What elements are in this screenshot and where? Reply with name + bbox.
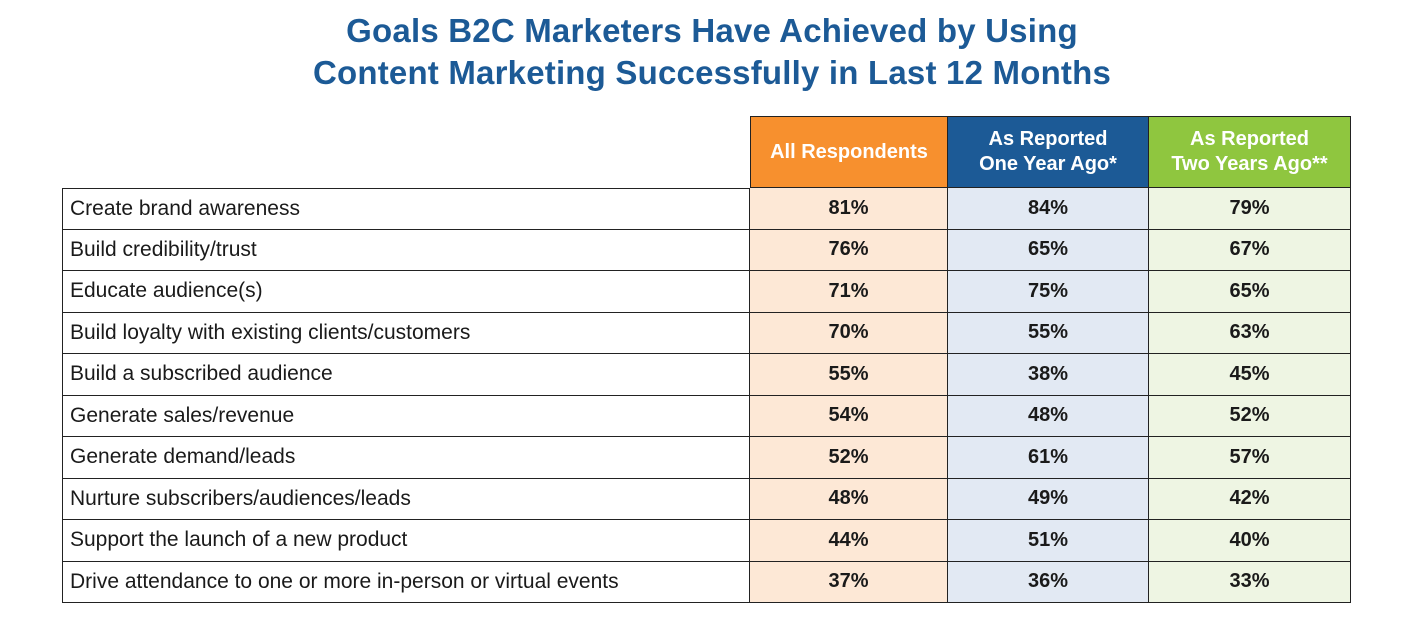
value-cell-r1-c1: 81% [750, 188, 948, 230]
value-cell-r5-c3: 45% [1149, 354, 1351, 396]
column-header-1: All Respondents [750, 116, 948, 188]
row-label-build-credibility-trust: Build credibility/trust [62, 229, 750, 271]
table-corner-blank [62, 116, 750, 188]
value-cell-r2-c3: 67% [1149, 229, 1351, 271]
value-cell-r9-c3: 40% [1149, 520, 1351, 562]
value-cell-r8-c1: 48% [750, 478, 948, 520]
chart-title-line-1: Goals B2C Marketers Have Achieved by Usi… [346, 12, 1078, 49]
column-header-3: As Reported Two Years Ago** [1149, 116, 1351, 188]
row-label-educate-audience-s: Educate audience(s) [62, 271, 750, 313]
value-cell-r9-c1: 44% [750, 520, 948, 562]
column-header-2: As Reported One Year Ago* [948, 116, 1149, 188]
column-header-3-line-1: As Reported [1190, 128, 1309, 150]
chart-title: Goals B2C Marketers Have Achieved by Usi… [0, 10, 1424, 94]
value-cell-r4-c3: 63% [1149, 312, 1351, 354]
value-cell-r8-c2: 49% [948, 478, 1149, 520]
value-cell-r6-c3: 52% [1149, 395, 1351, 437]
value-cell-r5-c2: 38% [948, 354, 1149, 396]
value-cell-r2-c1: 76% [750, 229, 948, 271]
value-cell-r7-c3: 57% [1149, 437, 1351, 479]
column-header-2-line-2: One Year Ago* [979, 153, 1117, 175]
column-header-2-line-1: As Reported [988, 128, 1108, 150]
value-cell-r10-c2: 36% [948, 561, 1149, 603]
value-cell-r1-c3: 79% [1149, 188, 1351, 230]
value-cell-r2-c2: 65% [948, 229, 1149, 271]
chart-title-line-2: Content Marketing Successfully in Last 1… [312, 54, 1112, 91]
value-cell-r10-c3: 33% [1149, 561, 1351, 603]
row-label-nurture-subscribers-audiences-leads: Nurture subscribers/audiences/leads [62, 478, 750, 520]
value-cell-r3-c2: 75% [948, 271, 1149, 313]
row-label-build-loyalty-with-existing-clients-customers: Build loyalty with existing clients/cust… [62, 312, 750, 354]
value-cell-r3-c1: 71% [750, 271, 948, 313]
value-cell-r7-c1: 52% [750, 437, 948, 479]
value-cell-r3-c3: 65% [1149, 271, 1351, 313]
value-cell-r9-c2: 51% [948, 520, 1149, 562]
column-header-1-line-1: All Respondents [770, 140, 928, 163]
value-cell-r1-c2: 84% [948, 188, 1149, 230]
value-cell-r10-c1: 37% [750, 561, 948, 603]
row-label-generate-demand-leads: Generate demand/leads [62, 437, 750, 479]
row-label-generate-sales-revenue: Generate sales/revenue [62, 395, 750, 437]
row-label-support-the-launch-of-a-new-product: Support the launch of a new product [62, 520, 750, 562]
value-cell-r4-c2: 55% [948, 312, 1149, 354]
row-label-build-a-subscribed-audience: Build a subscribed audience [62, 354, 750, 396]
row-label-create-brand-awareness: Create brand awareness [62, 188, 750, 230]
value-cell-r8-c3: 42% [1149, 478, 1351, 520]
value-cell-r4-c1: 70% [750, 312, 948, 354]
column-header-3-line-2: Two Years Ago** [1171, 153, 1328, 175]
value-cell-r6-c2: 48% [948, 395, 1149, 437]
value-cell-r7-c2: 61% [948, 437, 1149, 479]
value-cell-r5-c1: 55% [750, 354, 948, 396]
goals-table: All Respondents As Reported One Year Ago* A… [62, 116, 1351, 603]
row-label-drive-attendance-to-one-or-more-in-person-or-virtual-events: Drive attendance to one or more in-perso… [62, 561, 750, 603]
value-cell-r6-c1: 54% [750, 395, 948, 437]
